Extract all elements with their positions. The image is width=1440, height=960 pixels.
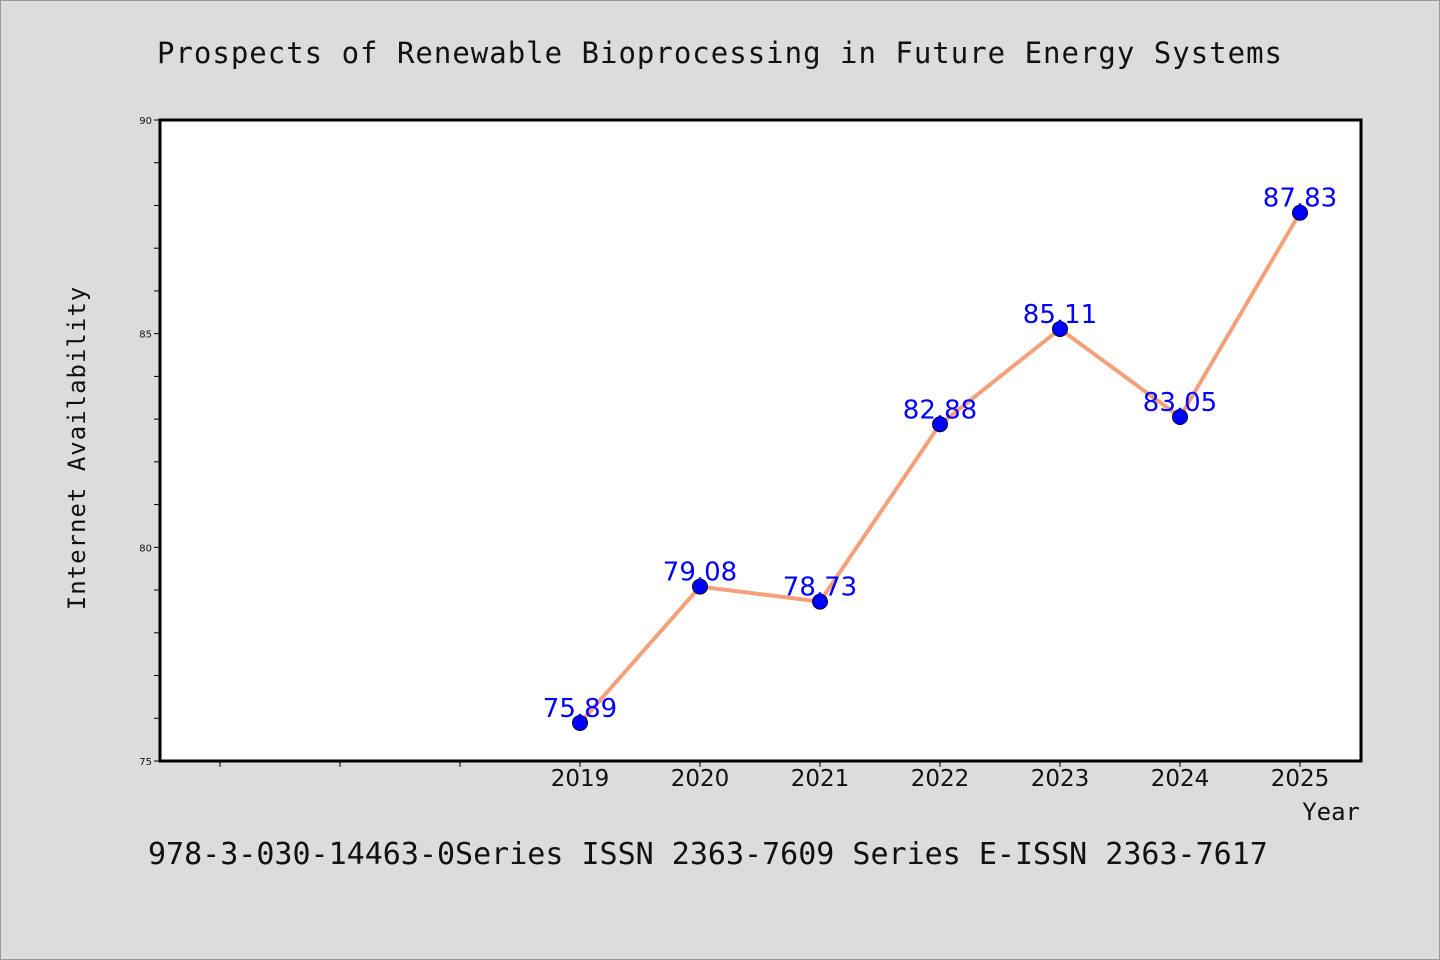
data-point [572, 714, 588, 731]
x-tick-label: 2025 [1271, 766, 1330, 792]
y-tick-label: 80 [139, 543, 152, 554]
y-axis-label: Internet Availability [63, 286, 91, 610]
data-label: 75.89 [543, 694, 617, 724]
data-point [1052, 320, 1068, 337]
data-point [692, 578, 708, 595]
y-tick-label: 90 [139, 116, 152, 127]
plot-area [158, 118, 1363, 763]
x-axis: 2019 2020 2021 2022 2023 2024 2025 [219, 761, 1330, 792]
data-point [1292, 204, 1308, 221]
series-layer: 75.89 79.08 78.73 82.88 85.11 83.05 87.83 [543, 184, 1337, 731]
footer-text: 978-3-030-14463-0Series ISSN 2363-7609 S… [148, 837, 1268, 872]
y-axis: 75 80 85 90 [139, 116, 160, 768]
data-label: 78.73 [783, 573, 857, 603]
data-label: 83.05 [1143, 388, 1217, 418]
x-axis-label: Year [1302, 798, 1360, 826]
data-point [812, 593, 828, 610]
x-tick-label: 2020 [671, 766, 730, 792]
x-tick-label: 2024 [1151, 766, 1210, 792]
data-label: 82.88 [903, 395, 977, 425]
x-tick-label: 2021 [791, 766, 850, 792]
data-point [932, 416, 948, 433]
chart-title: Prospects of Renewable Bioprocessing in … [157, 36, 1283, 70]
data-point [1172, 408, 1188, 425]
x-tick-label: 2023 [1031, 766, 1090, 792]
data-label: 79.08 [663, 558, 737, 588]
y-tick-label: 75 [139, 757, 152, 768]
data-label: 85.11 [1023, 300, 1097, 330]
x-tick-label: 2019 [551, 766, 610, 792]
x-tick-label: 2022 [911, 766, 970, 792]
data-label: 87.83 [1263, 184, 1337, 214]
y-tick-label: 85 [139, 330, 152, 341]
